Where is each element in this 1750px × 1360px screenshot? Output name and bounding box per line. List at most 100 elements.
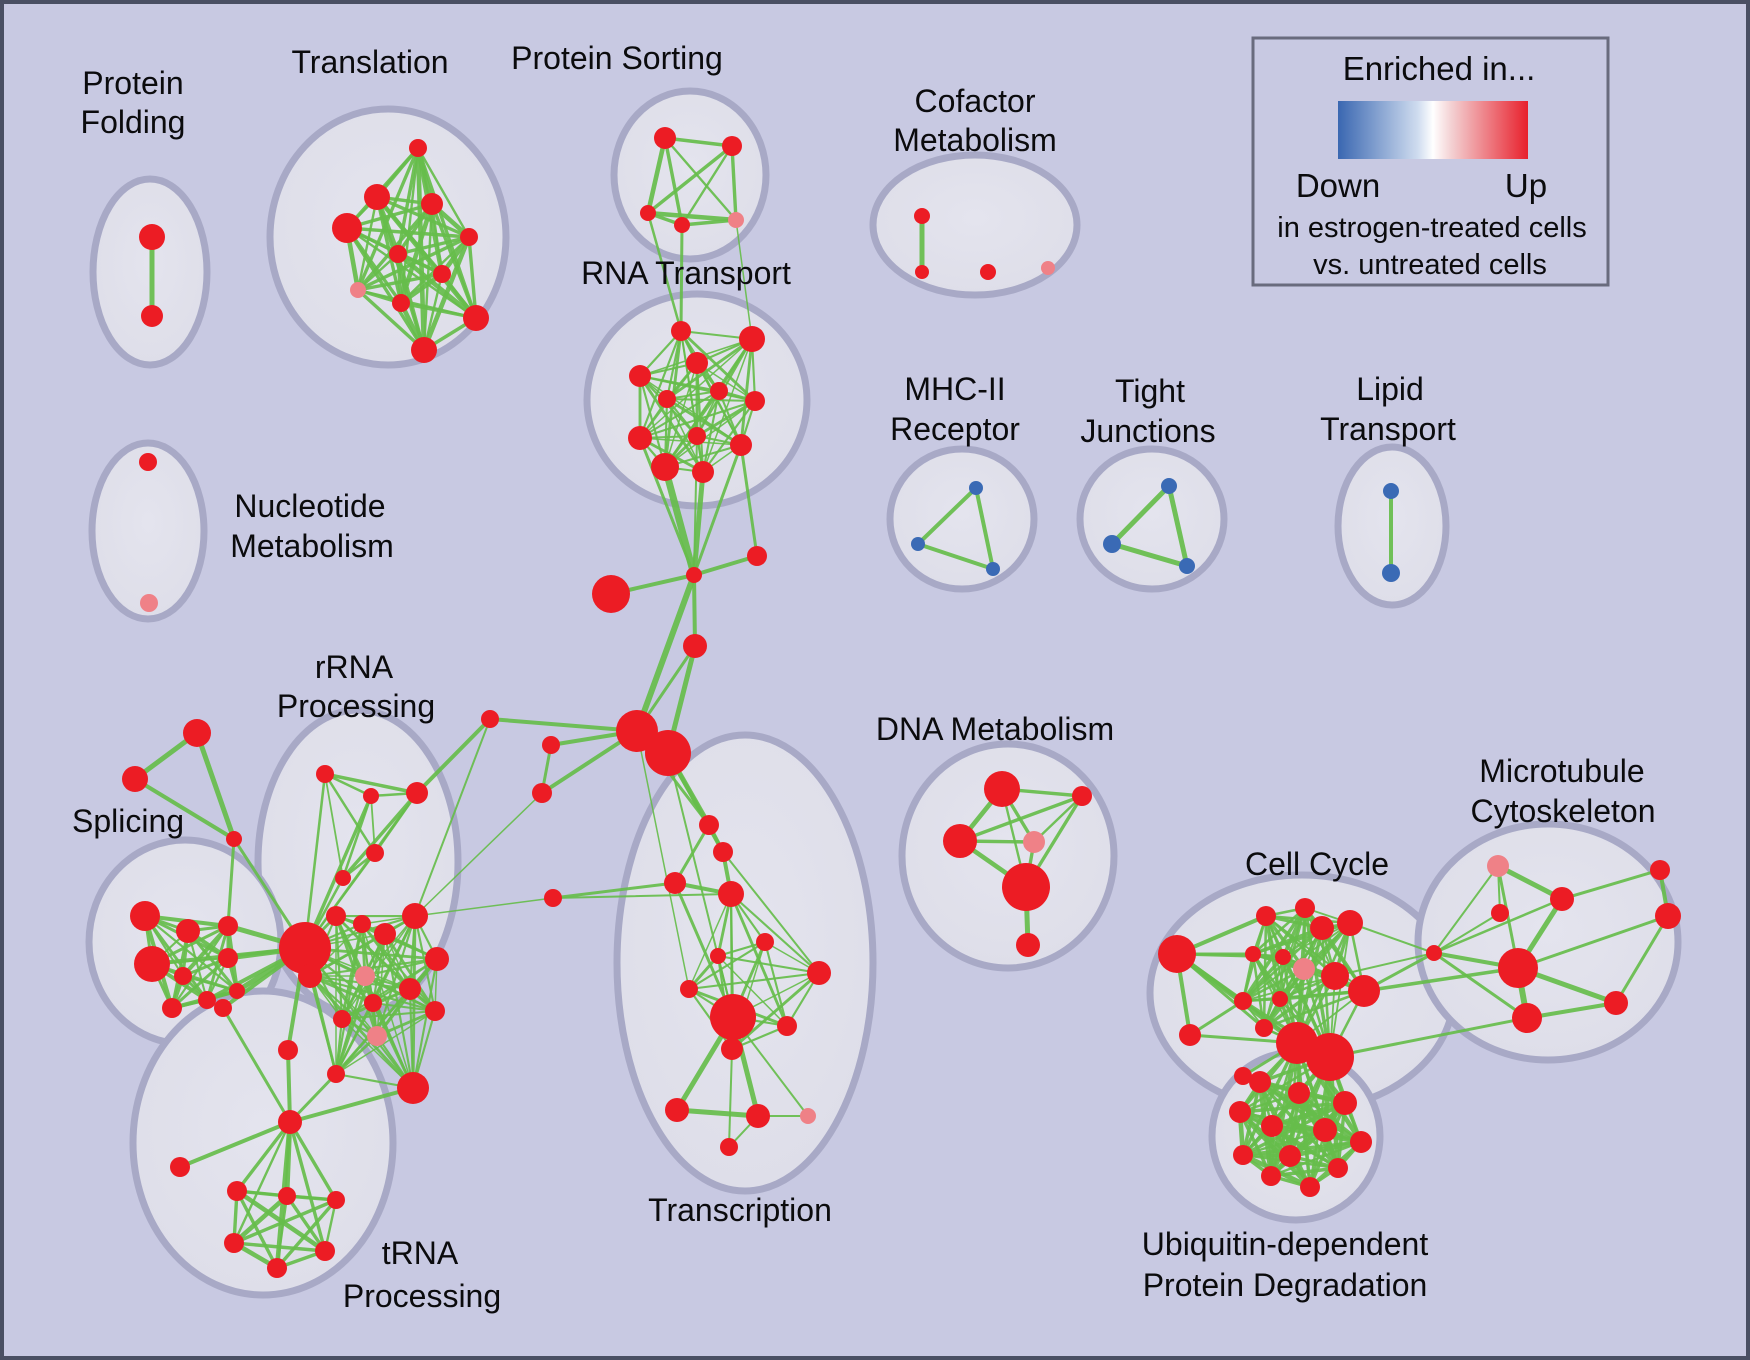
- graph-node-rr9[interactable]: [402, 903, 428, 929]
- graph-node-rt7[interactable]: [745, 391, 765, 411]
- graph-node-ps1[interactable]: [654, 127, 676, 149]
- graph-node-st1[interactable]: [183, 719, 211, 747]
- graph-node-nm1[interactable]: [139, 453, 157, 471]
- graph-node-tr2[interactable]: [364, 184, 390, 210]
- graph-node-dm5[interactable]: [1002, 863, 1050, 911]
- graph-node-bh1[interactable]: [616, 710, 658, 752]
- graph-node-rt12[interactable]: [692, 461, 714, 483]
- graph-node-ccH[interactable]: [1321, 962, 1349, 990]
- graph-node-l1[interactable]: [542, 736, 560, 754]
- graph-node-mt1[interactable]: [1487, 855, 1509, 877]
- graph-node-ub7[interactable]: [1350, 1131, 1372, 1153]
- graph-node-ccB[interactable]: [1295, 898, 1315, 918]
- graph-node-rrS[interactable]: [298, 964, 322, 988]
- graph-node-nm2[interactable]: [140, 594, 158, 612]
- graph-node-rr5[interactable]: [335, 870, 351, 886]
- graph-node-j1[interactable]: [686, 567, 702, 583]
- graph-node-tx2[interactable]: [718, 881, 744, 907]
- graph-node-ps2[interactable]: [722, 136, 742, 156]
- graph-node-ccD[interactable]: [1337, 910, 1363, 936]
- graph-node-tnH[interactable]: [278, 1110, 302, 1134]
- graph-node-rt6[interactable]: [658, 390, 676, 408]
- graph-node-tx7[interactable]: [710, 994, 756, 1040]
- graph-node-rt2[interactable]: [739, 326, 765, 352]
- graph-node-ccL[interactable]: [1158, 935, 1196, 973]
- graph-node-tr5[interactable]: [460, 228, 478, 246]
- graph-node-rr16[interactable]: [367, 1026, 387, 1046]
- graph-node-bh2[interactable]: [645, 730, 691, 776]
- graph-node-dm6[interactable]: [1016, 933, 1040, 957]
- graph-node-rr4[interactable]: [366, 844, 384, 862]
- graph-node-tr11[interactable]: [411, 337, 437, 363]
- graph-node-rr11[interactable]: [355, 966, 375, 986]
- graph-node-rt5[interactable]: [710, 382, 728, 400]
- graph-node-ub9[interactable]: [1279, 1145, 1301, 1167]
- graph-node-ccQ[interactable]: [1234, 1067, 1252, 1085]
- graph-node-tx10[interactable]: [665, 1098, 689, 1122]
- graph-node-m1[interactable]: [683, 634, 707, 658]
- graph-node-tr10[interactable]: [463, 305, 489, 331]
- graph-node-rn1[interactable]: [747, 546, 767, 566]
- graph-node-ccJ[interactable]: [1234, 992, 1252, 1010]
- graph-node-tr1[interactable]: [409, 139, 427, 157]
- graph-node-rr18[interactable]: [327, 1065, 345, 1083]
- graph-node-ub12[interactable]: [1300, 1177, 1320, 1197]
- graph-node-sp4[interactable]: [134, 946, 170, 982]
- graph-node-stj[interactable]: [226, 831, 242, 847]
- graph-node-rt8[interactable]: [628, 426, 652, 450]
- graph-node-tx1[interactable]: [664, 872, 686, 894]
- graph-node-lt2[interactable]: [1382, 564, 1400, 582]
- graph-node-tnL[interactable]: [170, 1157, 190, 1177]
- graph-node-rt1[interactable]: [671, 321, 691, 341]
- graph-node-tn1[interactable]: [227, 1181, 247, 1201]
- graph-node-ccC[interactable]: [1310, 916, 1334, 940]
- graph-node-pf1[interactable]: [139, 224, 165, 250]
- graph-node-rr13[interactable]: [364, 994, 382, 1012]
- graph-node-mt2[interactable]: [1550, 887, 1574, 911]
- graph-node-mt4[interactable]: [1426, 945, 1442, 961]
- graph-node-ccA[interactable]: [1256, 906, 1276, 926]
- graph-node-tr7[interactable]: [433, 265, 451, 283]
- graph-node-tx4[interactable]: [710, 948, 726, 964]
- graph-node-rrH[interactable]: [279, 922, 331, 974]
- graph-node-mh3[interactable]: [986, 562, 1000, 576]
- graph-node-mh1[interactable]: [969, 481, 983, 495]
- graph-node-ccP[interactable]: [1179, 1024, 1201, 1046]
- graph-node-ub8[interactable]: [1233, 1145, 1253, 1165]
- graph-node-ps4[interactable]: [674, 217, 690, 233]
- graph-node-tx12[interactable]: [800, 1108, 816, 1124]
- graph-node-sp3[interactable]: [218, 916, 238, 936]
- graph-node-rt11[interactable]: [651, 453, 679, 481]
- graph-node-st2[interactable]: [122, 766, 148, 792]
- graph-node-sp9[interactable]: [229, 983, 245, 999]
- graph-node-l2[interactable]: [532, 783, 552, 803]
- graph-node-ccK[interactable]: [1272, 991, 1288, 1007]
- graph-node-tn5[interactable]: [315, 1241, 335, 1261]
- graph-node-ccI[interactable]: [1348, 975, 1380, 1007]
- graph-node-bs1[interactable]: [592, 575, 630, 613]
- graph-node-rr7[interactable]: [353, 915, 371, 933]
- graph-node-sp8[interactable]: [198, 991, 216, 1009]
- graph-node-ccM[interactable]: [1255, 1019, 1273, 1037]
- graph-node-pf2[interactable]: [141, 305, 163, 327]
- graph-node-ub11[interactable]: [1261, 1166, 1281, 1186]
- graph-node-ub1[interactable]: [1249, 1071, 1271, 1093]
- graph-node-ccG[interactable]: [1293, 958, 1315, 980]
- graph-node-tr6[interactable]: [389, 245, 407, 263]
- graph-node-rr17[interactable]: [397, 1072, 429, 1104]
- graph-node-mt5[interactable]: [1498, 948, 1538, 988]
- graph-node-sp6[interactable]: [218, 948, 238, 968]
- graph-node-ccO[interactable]: [1306, 1033, 1354, 1081]
- graph-node-ub10[interactable]: [1328, 1158, 1348, 1178]
- graph-node-rr19[interactable]: [278, 1040, 298, 1060]
- graph-node-mt9[interactable]: [1655, 903, 1681, 929]
- graph-node-lt1[interactable]: [1383, 483, 1399, 499]
- graph-node-rt10[interactable]: [730, 434, 752, 456]
- graph-node-rr10[interactable]: [425, 947, 449, 971]
- graph-node-ub6[interactable]: [1313, 1118, 1337, 1142]
- graph-node-rt3[interactable]: [686, 352, 708, 374]
- graph-node-tx13[interactable]: [720, 1138, 738, 1156]
- graph-node-cn1[interactable]: [481, 710, 499, 728]
- graph-node-mt3[interactable]: [1491, 904, 1509, 922]
- graph-node-rr15[interactable]: [333, 1010, 351, 1028]
